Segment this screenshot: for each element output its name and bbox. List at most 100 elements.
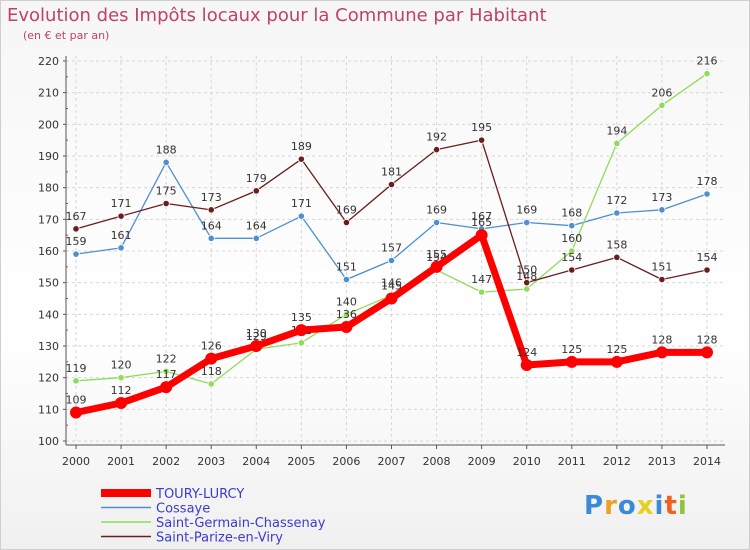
data-point [523,285,531,293]
data-label: 117 [156,368,177,381]
y-tick-label: 210 [38,87,59,100]
data-point [342,310,351,318]
data-point [703,70,711,78]
logo-letter: r [604,491,618,521]
data-label: 168 [561,207,582,220]
data-label: 167 [66,210,87,223]
data-label: 167 [471,210,492,223]
data-label: 125 [561,343,582,356]
data-label: 157 [381,242,402,255]
data-point [162,367,170,375]
legend: TOURY-LURCYCossayeSaint-Germain-Chassena… [101,487,326,546]
data-point [250,340,263,352]
data-label: 172 [606,194,627,207]
proxiti-logo: Proxiti [584,491,688,521]
data-label: 120 [111,359,132,372]
data-label: 150 [516,264,537,277]
chart-subtitle: (en € et par an) [23,29,110,42]
data-label: 140 [336,295,357,308]
data-point [252,234,260,242]
data-label: 164 [246,219,267,232]
data-label: 194 [606,124,627,137]
data-point [432,146,441,154]
data-point [568,266,576,274]
logo-letter: o [617,491,637,521]
y-tick-label: 190 [38,150,59,163]
data-label: 155 [426,248,447,261]
legend-label: TOURY-LURCY [155,487,244,502]
legend-label: Saint-Parize-en-Viry [156,531,283,546]
data-label: 164 [201,219,222,232]
y-tick-label: 150 [38,277,59,290]
data-point [162,158,170,166]
data-label: 158 [606,238,627,251]
series-line [75,73,708,385]
x-tick-label: 2005 [287,455,315,468]
data-point [70,406,82,419]
data-label: 160 [561,232,582,245]
data-label: 206 [651,86,672,99]
data-label: 178 [697,175,718,188]
legend-label: Saint-Germain-Chassenay [156,516,326,531]
data-label: 119 [66,362,87,375]
data-label: 125 [606,343,627,356]
data-label: 173 [201,191,222,204]
data-point [340,321,353,333]
data-point [207,380,215,388]
data-label: 169 [516,204,537,217]
x-tick-label: 2014 [693,455,721,468]
y-tick-label: 140 [38,308,59,321]
data-point [655,346,668,359]
data-point [207,206,215,214]
data-label: 169 [426,204,447,217]
data-label: 126 [201,340,222,353]
x-tick-label: 2001 [107,455,135,468]
data-point [297,212,305,220]
data-label: 122 [156,352,177,365]
data-point [613,139,621,147]
logo-letter: t [664,491,678,521]
data-label: 171 [111,197,132,210]
x-tick-label: 2004 [242,455,270,468]
x-tick-label: 2012 [603,455,631,468]
x-tick-label: 2006 [332,455,360,468]
data-label: 173 [651,191,672,204]
data-label: 118 [201,365,222,378]
logo-letter: P [584,491,605,521]
data-point [658,206,666,214]
x-tick-label: 2007 [378,455,406,468]
data-point [430,260,443,273]
data-point [207,234,215,242]
x-tick-label: 2002 [152,455,180,468]
y-tick-label: 130 [38,340,59,353]
data-point [523,279,531,287]
logo-letter: i [677,491,688,521]
x-tick-label: 2003 [197,455,225,468]
data-label: 171 [291,197,312,210]
y-tick-label: 220 [38,55,59,68]
data-label: 195 [471,121,492,134]
data-label: 189 [291,140,312,153]
x-tick-label: 2011 [558,455,586,468]
data-point [387,180,396,189]
data-label: 135 [291,311,312,324]
data-point [117,212,125,220]
data-point [117,244,125,252]
data-point [72,377,80,385]
data-label: 169 [336,204,357,217]
data-point [205,352,218,365]
data-point [565,355,578,368]
y-tick-label: 180 [38,182,59,195]
data-label: 154 [561,251,582,264]
legend-label: Cossaye [156,502,210,517]
data-point [703,190,711,198]
data-point [297,155,305,163]
data-point [297,339,305,347]
data-point [162,199,170,208]
data-point [115,397,128,409]
data-point [72,250,80,258]
data-label: 151 [651,261,672,274]
data-label: 161 [111,229,132,242]
data-label: 192 [426,131,447,144]
